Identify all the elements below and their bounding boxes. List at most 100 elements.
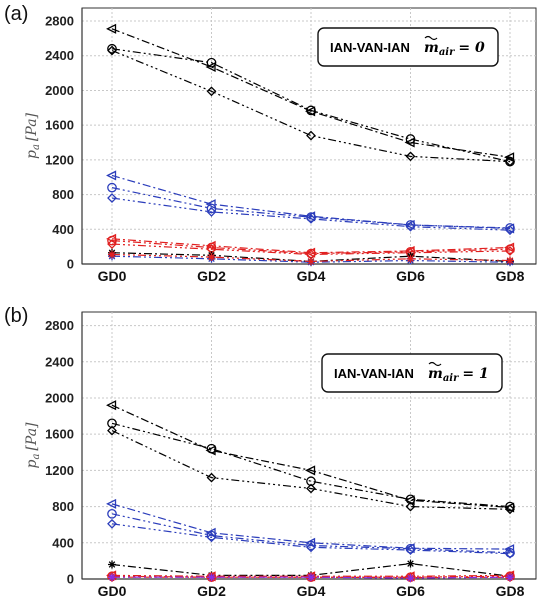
y-tick-label: 400	[52, 535, 74, 550]
data-point	[206, 86, 217, 97]
data-point	[207, 573, 216, 582]
y-axis-label: pa[Pa]	[24, 422, 42, 469]
y-tick-label: 2800	[45, 318, 74, 333]
data-point	[206, 472, 217, 483]
data-point	[106, 400, 117, 411]
y-tick-label: 2400	[45, 354, 74, 369]
y-tick-label: 2800	[45, 14, 74, 29]
data-point	[106, 23, 117, 34]
series-line	[111, 574, 511, 577]
data-point	[404, 137, 415, 148]
x-tick-label: GD4	[297, 268, 326, 284]
data-point	[306, 476, 316, 487]
y-tick-label: 1200	[45, 152, 74, 167]
data-point	[107, 235, 117, 246]
data-point	[107, 45, 117, 56]
series-line	[111, 430, 511, 510]
legend-box: IAN-VAN-IAN mair = 1	[321, 353, 503, 393]
series-line	[111, 174, 511, 230]
series-line	[111, 48, 511, 163]
series-line	[111, 513, 511, 554]
series-line	[111, 255, 511, 263]
data-point	[207, 253, 216, 262]
data-point	[306, 212, 316, 222]
plot-area	[81, 311, 537, 580]
data-point	[107, 572, 117, 583]
y-tick-label: 0	[67, 257, 74, 272]
data-point	[405, 501, 416, 512]
data-point	[506, 256, 514, 265]
data-point	[108, 560, 116, 569]
data-point	[306, 572, 316, 583]
data-point	[505, 225, 515, 236]
data-point	[107, 518, 117, 529]
data-point	[405, 545, 416, 555]
data-point	[107, 239, 117, 249]
data-point	[206, 207, 217, 217]
data-point	[108, 573, 116, 582]
legend-text: IAN-VAN-IAN	[330, 40, 410, 55]
data-point	[107, 418, 117, 429]
x-tick-label: GD0	[98, 583, 127, 599]
y-tick-label: 800	[52, 187, 74, 202]
x-tick-label: GD2	[197, 583, 226, 599]
series-line	[111, 243, 511, 256]
legend-symbol: mair = 0	[424, 40, 485, 58]
data-point	[206, 57, 217, 68]
data-point	[107, 182, 117, 193]
series-line	[111, 239, 511, 255]
data-point	[108, 250, 116, 259]
data-point	[504, 152, 515, 163]
data-point	[406, 574, 415, 583]
data-point	[505, 504, 515, 515]
x-tick-label: GD8	[496, 583, 525, 599]
y-tick-label: 400	[52, 222, 74, 237]
x-tick-label: GD2	[197, 268, 226, 284]
y-tick-label: 2400	[45, 48, 74, 63]
data-point	[505, 501, 515, 512]
data-point	[206, 203, 217, 214]
data-point	[505, 156, 515, 167]
data-point	[505, 246, 515, 256]
series-2	[107, 425, 515, 515]
data-point	[206, 572, 217, 583]
data-point	[505, 244, 515, 255]
data-point	[306, 105, 316, 116]
data-point	[306, 542, 316, 553]
legend-symbol: mair = 1	[428, 366, 489, 384]
data-point	[107, 425, 117, 436]
series-line	[111, 197, 511, 231]
data-point	[405, 494, 416, 505]
series-11	[108, 250, 514, 266]
data-point	[405, 221, 416, 232]
data-point	[106, 498, 117, 509]
y-tick-label: 2000	[45, 390, 74, 405]
data-point	[305, 465, 316, 476]
data-point	[405, 543, 416, 554]
data-point	[206, 532, 217, 543]
series-7	[107, 235, 515, 259]
data-point	[505, 572, 515, 583]
data-point	[405, 220, 416, 230]
x-tick-label: GD8	[496, 268, 525, 284]
x-tick-label: GD4	[297, 583, 326, 599]
data-point	[405, 151, 416, 162]
series-line	[112, 576, 511, 579]
data-point	[107, 43, 117, 54]
series-2	[107, 45, 515, 167]
panel-label: (a)	[4, 3, 28, 25]
data-point	[106, 170, 117, 181]
data-point	[205, 199, 216, 210]
data-point	[306, 213, 316, 224]
series-1	[107, 418, 515, 512]
data-point	[505, 548, 515, 559]
y-tick-label: 800	[52, 499, 74, 514]
data-point	[107, 193, 117, 203]
series-line	[111, 404, 511, 509]
chart-panel-1: (b) 0 400 800 1200 1600 2000 2400 2800 GD0 GD2 GD4 G…	[4, 305, 537, 599]
data-point	[107, 508, 117, 519]
series-line	[111, 238, 511, 254]
tilde-mark	[428, 361, 442, 367]
data-point	[205, 61, 216, 73]
